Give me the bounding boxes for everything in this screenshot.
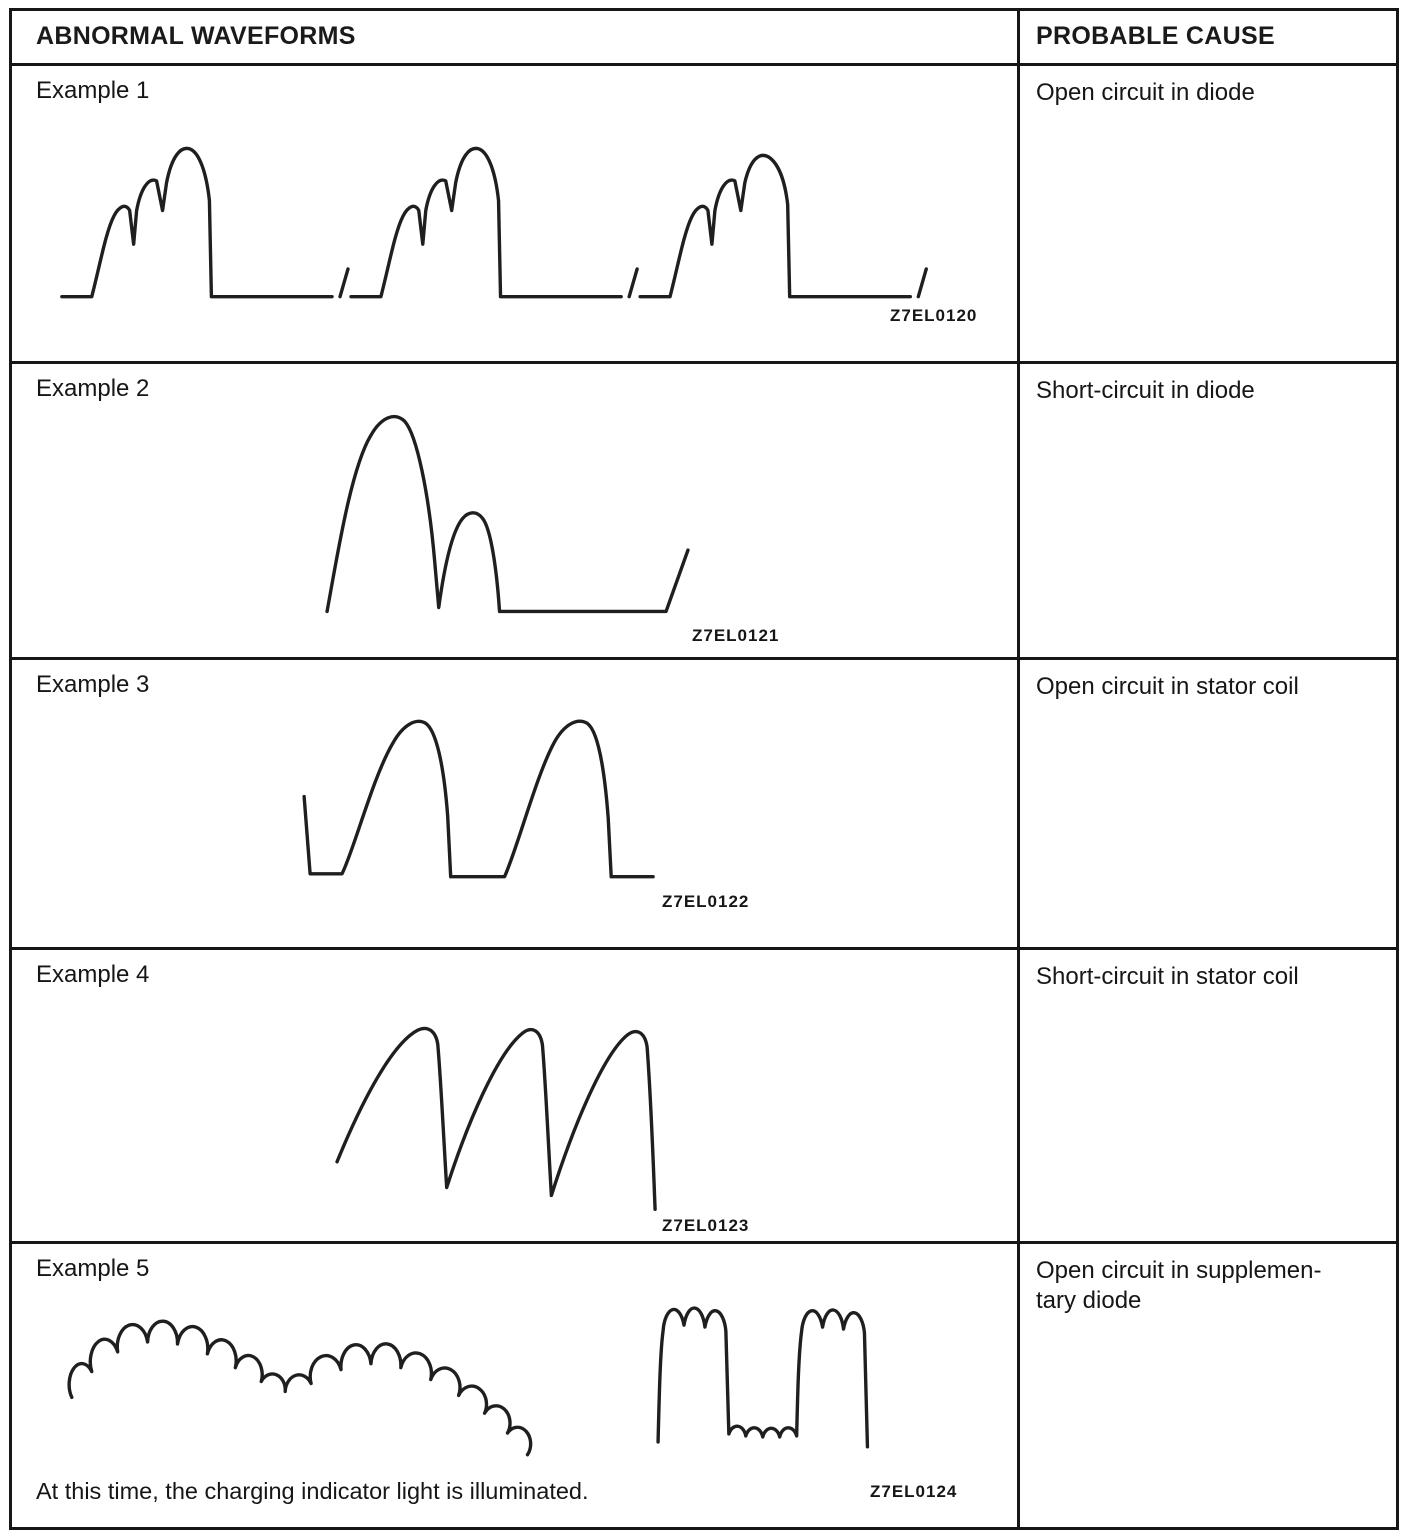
- waveform-example-1-open-diode: [60, 146, 928, 299]
- waveform-example-2-short-diode: [325, 415, 690, 614]
- cause-open-circuit-supplementary-diode: Open circuit in supplemen- tary diode: [1020, 1241, 1396, 1527]
- waveform-path: [67, 1306, 870, 1457]
- cause-short-circuit-stator-coil: Short-circuit in stator coil: [1020, 947, 1396, 1241]
- column-header-probable-cause: PROBABLE CAUSE: [1036, 22, 1275, 50]
- waveform-path: [302, 719, 655, 879]
- example-5-label: Example 5: [36, 1255, 150, 1282]
- example-1-label: Example 1: [36, 77, 150, 104]
- waveform-example-5-open-supplementary-diode: [67, 1306, 870, 1457]
- waveform-path: [60, 146, 928, 299]
- figure-code: Z7EL0122: [662, 892, 750, 911]
- waveform-example-3-open-stator: [302, 719, 655, 879]
- figure-code: Z7EL0121: [692, 626, 780, 645]
- example-3-label: Example 3: [36, 671, 150, 698]
- waveform-cell-example-5: Example 5 At this time, the charging ind…: [12, 1241, 1020, 1527]
- waveform-cell-example-2: Example 2 Z7EL0121: [12, 361, 1020, 657]
- waveform-cell-example-3: Example 3 Z7EL0122: [12, 657, 1020, 947]
- waveform-cell-example-1: Example 1 Z7EL0120: [12, 63, 1020, 361]
- example-4-label: Example 4: [36, 961, 150, 988]
- column-header-abnormal-waveforms: ABNORMAL WAVEFORMS: [12, 11, 1020, 63]
- waveform-cell-example-4: Example 4 Z7EL0123: [12, 947, 1020, 1241]
- waveform-path: [325, 415, 690, 614]
- figure-code: Z7EL0123: [662, 1216, 750, 1235]
- charging-indicator-note: At this time, the charging indicator lig…: [36, 1478, 589, 1504]
- figure-code: Z7EL0124: [870, 1482, 958, 1501]
- waveform-example-4-short-stator: [335, 1026, 657, 1212]
- figure-code: Z7EL0120: [890, 306, 978, 325]
- cause-open-circuit-diode: Open circuit in diode: [1020, 63, 1396, 361]
- cause-open-circuit-stator-coil: Open circuit in stator coil: [1020, 657, 1396, 947]
- waveform-path: [335, 1026, 657, 1212]
- cause-short-circuit-diode: Short-circuit in diode: [1020, 361, 1396, 657]
- waveform-cause-table: ABNORMAL WAVEFORMS PROBABLE CAUSE Exampl…: [9, 8, 1399, 1530]
- example-2-label: Example 2: [36, 375, 150, 402]
